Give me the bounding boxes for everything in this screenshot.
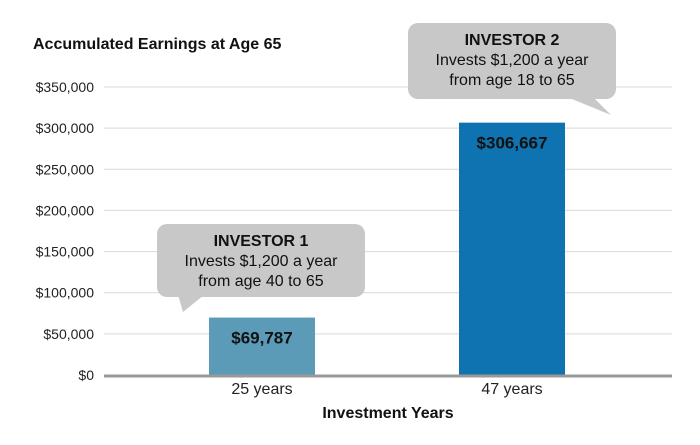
y-tick-label: $50,000 xyxy=(43,326,94,342)
callout-title: INVESTOR 2 xyxy=(465,32,560,49)
bar-value-label: $306,667 xyxy=(477,134,548,153)
x-tick-label: 25 years xyxy=(231,381,292,398)
callout-pointer xyxy=(567,97,611,115)
bar xyxy=(209,317,315,375)
callout-box xyxy=(408,23,616,99)
y-tick-label: $100,000 xyxy=(36,285,95,301)
y-axis-ticks: $0 $50,000 $100,000 $150,000 $200,000 $250,00… xyxy=(36,79,95,383)
callout-text: Invests $1,200 a year xyxy=(436,52,590,69)
callout-box xyxy=(157,224,365,297)
y-tick-label: $250,000 xyxy=(36,161,95,177)
x-tick-label: 47 years xyxy=(481,381,542,398)
callout-title: INVESTOR 1 xyxy=(214,233,309,250)
y-tick-label: $150,000 xyxy=(36,244,95,260)
callout-pointer xyxy=(178,295,204,312)
callout-text: from age 40 to 65 xyxy=(198,273,324,290)
x-axis-ticks: 25 years 47 years xyxy=(231,381,542,398)
callout-text: from age 18 to 65 xyxy=(449,72,575,89)
y-tick-label: $200,000 xyxy=(36,202,95,218)
chart-title: Accumulated Earnings at Age 65 xyxy=(33,36,281,53)
callout-bubble: INVESTOR 2 Invests $1,200 a year from age … xyxy=(408,23,616,115)
callout-text: Invests $1,200 a year xyxy=(185,253,339,270)
x-axis-label: Investment Years xyxy=(322,405,453,422)
callout-bubble: INVESTOR 1 Invests $1,200 a year from age … xyxy=(157,224,365,312)
bar xyxy=(459,122,565,376)
bars: $69,787 $306,667 xyxy=(209,122,565,376)
bar-value-label: $69,787 xyxy=(231,329,292,348)
callouts: INVESTOR 1 Invests $1,200 a year from age … xyxy=(157,23,616,312)
y-tick-label: $300,000 xyxy=(36,120,95,136)
y-tick-label: $0 xyxy=(78,367,94,383)
y-tick-label: $350,000 xyxy=(36,79,95,95)
